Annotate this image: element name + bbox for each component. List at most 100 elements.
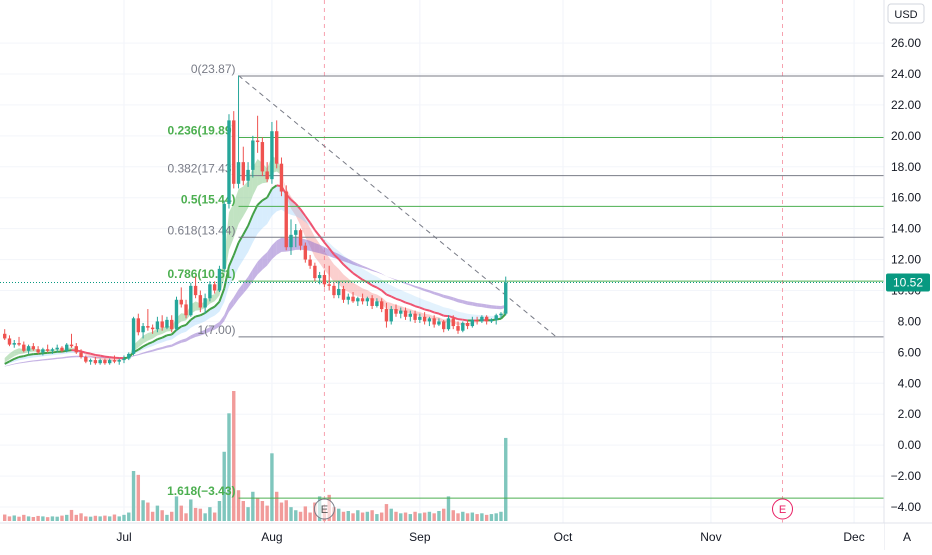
ma-line-segment	[24, 355, 29, 356]
candle-body	[180, 300, 183, 305]
ma-line-segment	[406, 303, 411, 304]
candle-body	[461, 323, 464, 331]
candle-body	[46, 349, 49, 351]
time-tick-label: Sep	[409, 530, 431, 544]
volume-bar	[208, 507, 211, 521]
ribbon-slow-segment	[24, 361, 29, 363]
candle-body	[332, 286, 335, 295]
volume-bar	[375, 514, 378, 521]
candle-body	[404, 311, 407, 317]
candle-body	[208, 284, 211, 298]
time-axis-bg	[0, 523, 884, 550]
volume-bar	[366, 512, 369, 521]
volume-bar	[98, 516, 101, 521]
candle-body	[232, 120, 235, 183]
candle-body	[237, 162, 240, 184]
volume-bar	[399, 513, 402, 521]
ribbon-slow-segment	[267, 245, 272, 265]
ribbon-slow-segment	[363, 266, 368, 270]
candle-body	[370, 298, 373, 306]
candle-body	[399, 311, 402, 314]
price-tick-label: 26.00	[891, 36, 921, 50]
candle-body	[275, 131, 278, 163]
ma-line-segment	[19, 356, 24, 357]
volume-bar	[404, 513, 407, 521]
candle-body	[504, 283, 507, 314]
candle-body	[55, 348, 58, 350]
ma-line-segment	[52, 352, 57, 353]
candle-body	[251, 140, 254, 169]
candle-body	[442, 321, 445, 329]
ribbon-slow-segment	[162, 345, 167, 349]
volume-bar	[232, 391, 235, 521]
ribbon-slow-segment	[38, 359, 43, 361]
candle-body	[3, 334, 6, 339]
price-tick-label: −2.00	[891, 469, 922, 483]
event-lines	[324, 0, 782, 523]
candle-body	[485, 317, 488, 322]
candle-body	[256, 140, 259, 142]
ribbon-slow-segment	[491, 305, 496, 309]
ribbon-slow-segment	[272, 241, 277, 260]
ma-line-segment	[167, 335, 172, 336]
ribbon-slow-segment	[72, 356, 77, 358]
volume-bar	[499, 512, 502, 521]
volume-bar	[32, 517, 35, 521]
volume-bar	[213, 513, 216, 521]
candle-body	[103, 360, 106, 363]
ribbon-slow-segment	[29, 360, 34, 362]
ma-line-segment	[425, 309, 430, 310]
ribbon-slow-segment	[5, 365, 10, 367]
volume-bar	[294, 510, 297, 521]
candle-body	[127, 354, 130, 359]
price-tick-label: 20.00	[891, 129, 921, 143]
ribbon-fast-segment	[153, 328, 158, 338]
ma-line-segment	[315, 230, 320, 236]
volume-bar	[89, 517, 92, 521]
ribbon-slow-segment	[453, 297, 458, 302]
volume-bar	[84, 516, 87, 521]
candle-body	[194, 286, 197, 295]
candle-body	[418, 317, 421, 320]
ribbon-slow-segment	[391, 278, 396, 280]
ribbon-fast-segment	[157, 328, 162, 335]
candle-body	[366, 298, 369, 301]
candle-body	[75, 346, 78, 352]
auto-scale-toggle[interactable]: A	[903, 530, 911, 544]
price-tick-label: 8.00	[898, 314, 922, 328]
volume-bar	[36, 516, 39, 521]
ribbon-slow-segment	[262, 252, 267, 270]
volume-bar	[41, 516, 44, 521]
candle-body	[432, 318, 435, 324]
ribbon-slow-segment	[406, 283, 411, 286]
candle-body	[480, 317, 483, 322]
fib-level-label: 0(23.87)	[191, 62, 236, 76]
ribbon-fast-segment	[358, 285, 363, 297]
candle-body	[361, 298, 364, 301]
volume-bar	[337, 509, 340, 521]
ribbon-slow-segment	[176, 340, 181, 345]
fib-level-label: 1(7.00)	[197, 323, 235, 337]
candle-body	[323, 275, 326, 284]
candle-body	[308, 260, 311, 266]
trendline[interactable]	[0, 76, 884, 339]
volume-bar	[242, 501, 245, 521]
volume-bar	[75, 515, 78, 521]
price-axis[interactable]: USD26.0024.0022.0020.0018.0016.0014.0012…	[884, 0, 932, 550]
candle-body	[108, 360, 111, 363]
grid	[0, 0, 884, 523]
candle-body	[137, 318, 140, 332]
volume-bar	[394, 512, 397, 521]
ribbon-slow-segment	[167, 345, 172, 348]
candle-body	[471, 320, 474, 326]
fibonacci-retracement[interactable]: 0(23.87)0.236(19.89)0.382(17.43)0.5(15.4…	[167, 62, 884, 498]
volume-bar	[156, 506, 159, 521]
ribbon-slow-segment	[415, 286, 420, 290]
candle-body	[242, 162, 245, 181]
volume-bar	[146, 503, 149, 521]
ribbon-slow-segment	[410, 284, 415, 288]
volume-bar	[227, 413, 230, 521]
